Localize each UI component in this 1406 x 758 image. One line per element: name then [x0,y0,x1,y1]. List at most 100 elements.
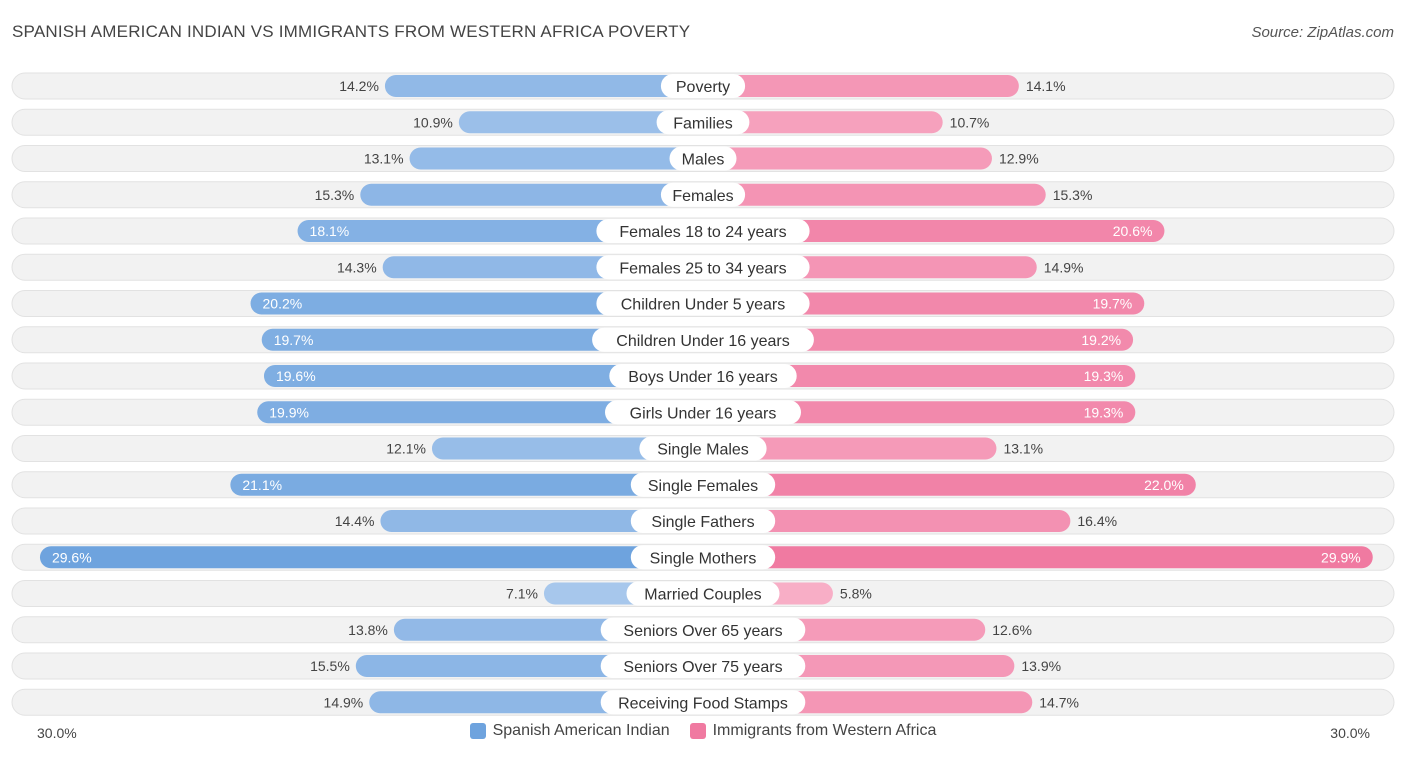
legend: Spanish American Indian Immigrants from … [0,722,1406,740]
category-pill [600,617,806,642]
right-bar [703,75,1019,97]
legend-swatch-left [469,723,486,739]
right-bar [703,183,1046,206]
right-bar [703,473,1196,496]
right-value-label: 14.9% [1044,259,1084,275]
left-value-label: 14.9% [324,694,364,710]
category-pill [660,182,746,207]
right-bar [703,365,1136,387]
right-bar [703,147,992,170]
category-label: Poverty [676,79,730,96]
category-label: Single Mothers [650,550,757,567]
right-value-label: 19.3% [1084,404,1124,420]
right-value-label: 22.0% [1144,477,1184,493]
left-bar [458,111,703,134]
left-bar [380,510,703,532]
right-value-label: 10.7% [950,114,990,130]
category-pill [609,364,797,388]
left-value-label: 19.6% [276,368,316,384]
category-pill [596,255,810,280]
left-value-label: 14.4% [335,513,375,529]
left-value-label: 12.1% [386,441,426,457]
legend-item-left[interactable]: Spanish American Indian [469,722,670,740]
left-bar [360,183,703,206]
left-value-label: 18.1% [310,223,350,239]
right-bar [703,220,1165,242]
left-value-label: 7.1% [506,586,538,602]
left-bar [257,401,703,424]
left-value-label: 14.2% [339,78,379,94]
category-label: Children Under 5 years [621,297,786,314]
right-value-label: 13.1% [1003,441,1043,457]
category-label: Females 18 to 24 years [619,224,786,241]
category-pill [630,509,776,533]
left-value-label: 15.3% [315,187,355,203]
axis-left-label: 30.0% [37,725,77,741]
right-bar [703,111,943,134]
right-bar [703,510,1071,532]
left-bar [39,546,703,569]
right-value-label: 13.9% [1021,658,1061,674]
category-pill [596,219,810,243]
source-label: Source: ZipAtlas.com [1251,24,1394,41]
legend-item-right[interactable]: Immigrants from Western Africa [689,722,937,740]
right-value-label: 14.7% [1039,694,1079,710]
category-label: Seniors Over 65 years [623,623,782,640]
category-pill [600,654,806,678]
category-pill [592,327,814,352]
left-bar [261,328,703,351]
category-pill [596,291,810,316]
legend-swatch-right [689,723,706,739]
right-value-label: 12.6% [992,622,1032,638]
right-value-label: 29.9% [1321,549,1361,565]
right-value-label: 15.3% [1053,187,1093,203]
category-pill [669,146,737,171]
category-pill [626,581,780,606]
category-pill [630,545,776,570]
right-bar [703,292,1145,315]
right-bar [703,401,1136,424]
category-label: Females [672,188,733,205]
left-value-label: 19.9% [269,404,309,420]
right-value-label: 16.4% [1077,513,1117,529]
legend-label-left: Spanish American Indian [492,722,670,739]
left-bar [384,75,703,97]
left-value-label: 15.5% [310,658,350,674]
right-value-label: 19.3% [1084,368,1124,384]
right-value-label: 20.6% [1113,223,1153,239]
category-label: Receiving Food Stamps [618,695,788,712]
category-pill [600,690,806,715]
left-value-label: 29.6% [52,549,92,565]
left-value-label: 13.1% [364,151,404,167]
right-bar [703,546,1373,569]
category-pill [660,74,746,98]
left-value-label: 13.8% [348,622,388,638]
category-label: Boys Under 16 years [628,369,777,386]
chart-title: SPANISH AMERICAN INDIAN VS IMMIGRANTS FR… [12,22,691,41]
category-label: Males [682,152,725,169]
axis-right-label: 30.0% [1330,725,1370,741]
category-label: Girls Under 16 years [630,405,777,422]
left-value-label: 14.3% [337,259,377,275]
category-label: Families [673,115,733,132]
left-bar [230,473,704,496]
left-bar [431,437,703,460]
category-pill [630,472,776,497]
category-label: Married Couples [644,587,761,604]
category-pill [639,436,767,461]
left-value-label: 21.1% [242,477,282,493]
legend-label-right: Immigrants from Western Africa [712,722,937,739]
category-pill [605,400,801,425]
category-label: Single Males [657,442,749,459]
right-value-label: 19.7% [1093,296,1133,312]
category-label: Children Under 16 years [616,333,789,350]
category-label: Females 25 to 34 years [619,260,786,277]
left-value-label: 20.2% [263,296,303,312]
right-value-label: 14.1% [1026,78,1066,94]
left-value-label: 19.7% [274,332,314,348]
right-value-label: 5.8% [840,586,872,602]
right-value-label: 19.2% [1081,332,1121,348]
category-label: Single Fathers [651,514,754,531]
right-bar [703,437,997,460]
